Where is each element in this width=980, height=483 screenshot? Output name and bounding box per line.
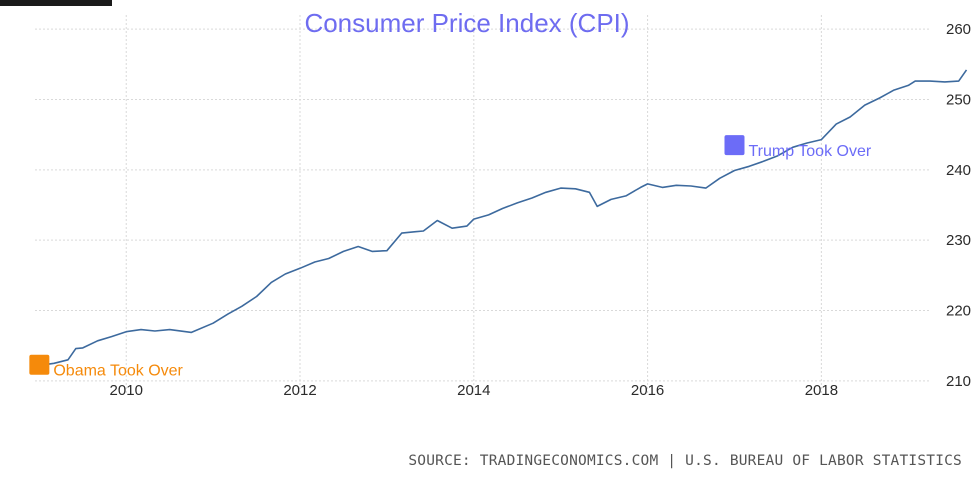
y-tick-label: 230 — [946, 232, 971, 249]
y-tick-label: 210 — [946, 373, 971, 390]
x-tick-label: 2018 — [805, 382, 838, 399]
chart-title: Consumer Price Index (CPI) — [304, 8, 629, 38]
series-layer — [39, 69, 968, 367]
y-tick-label: 240 — [946, 162, 971, 179]
source-note: SOURCE: TRADINGECONOMICS.COM | U.S. BURE… — [408, 453, 962, 469]
y-tick-label: 220 — [946, 303, 971, 320]
x-tick-label: 2010 — [110, 382, 143, 399]
cpi-series-line — [39, 69, 968, 367]
annotation-marker — [29, 354, 50, 375]
annotation-label: Trump Took Over — [748, 143, 871, 160]
y-tick-label: 250 — [946, 91, 971, 108]
x-tick-label: 2014 — [457, 382, 490, 399]
y-tick-label: 260 — [946, 21, 971, 38]
top-rule — [0, 0, 112, 6]
grid-layer — [35, 15, 930, 395]
annotations: Obama Took Over Trump Took Over — [29, 135, 872, 380]
x-tick-label: 2012 — [283, 382, 316, 399]
x-tick-label: 2016 — [631, 382, 664, 399]
annotation-label: Obama Took Over — [53, 363, 183, 380]
annotation-marker — [724, 135, 745, 156]
tick-labels: 210 220 230 240 250 260 2010 2012 2014 2016 2018 — [110, 21, 971, 399]
